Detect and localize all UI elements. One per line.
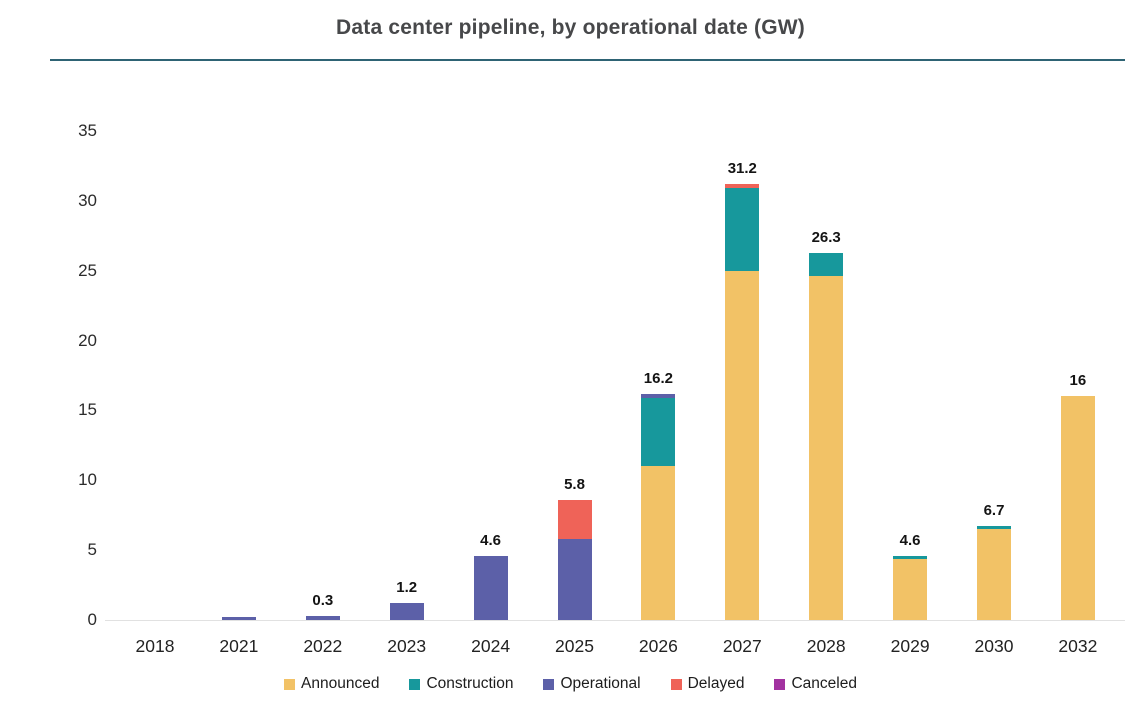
x-axis-baseline bbox=[105, 620, 1125, 621]
bar-segment-delayed-2027 bbox=[725, 184, 760, 189]
bar-segment-operational-2025 bbox=[557, 538, 592, 620]
bar-2023 bbox=[389, 603, 424, 620]
x-tick-label-2023: 2023 bbox=[387, 636, 427, 656]
legend: Announced Construction Operational Delayed C… bbox=[0, 675, 1141, 693]
bar-2027 bbox=[725, 184, 760, 620]
legend-swatch-icon bbox=[670, 678, 682, 690]
bar-value-label-2029: 4.6 bbox=[899, 531, 921, 549]
legend-swatch-icon bbox=[774, 678, 786, 690]
title-underline-rule bbox=[50, 59, 1125, 61]
bar-value-label-2032: 16 bbox=[1069, 372, 1087, 390]
bar-2026 bbox=[641, 393, 676, 620]
bar-segment-announced-2026 bbox=[641, 466, 676, 620]
y-tick-label: 10 bbox=[78, 470, 97, 490]
bar-segment-announced-2032 bbox=[1060, 396, 1095, 620]
legend-swatch-icon bbox=[284, 678, 296, 690]
bar-2021 bbox=[221, 617, 256, 620]
x-tick-label-2025: 2025 bbox=[555, 636, 594, 656]
x-tick-label-2027: 2027 bbox=[722, 636, 762, 656]
bar-value-label-2030: 6.7 bbox=[983, 502, 1005, 520]
bar-segment-announced-2028 bbox=[809, 276, 844, 620]
y-tick-label: 15 bbox=[78, 400, 97, 420]
bar-2029 bbox=[893, 555, 928, 620]
x-tick-label-2028: 2028 bbox=[806, 636, 846, 656]
legend-item-operational: Operational bbox=[543, 675, 641, 693]
y-tick-label: 35 bbox=[78, 121, 97, 140]
legend-label: Announced bbox=[301, 675, 380, 692]
x-tick-label-2024: 2024 bbox=[471, 636, 511, 656]
x-tick-label-2029: 2029 bbox=[890, 636, 930, 656]
legend-swatch-icon bbox=[543, 678, 555, 690]
bar-segment-operational-2023 bbox=[389, 603, 424, 620]
y-tick-label: 0 bbox=[87, 610, 97, 629]
bar-segment-construction-2029 bbox=[893, 555, 928, 559]
x-tick-label-2018: 2018 bbox=[135, 636, 175, 656]
x-tick-label-2030: 2030 bbox=[974, 636, 1014, 656]
y-tick-label: 25 bbox=[78, 260, 97, 280]
bar-value-label-2026: 16.2 bbox=[643, 369, 673, 387]
legend-label: Operational bbox=[560, 675, 641, 692]
chart-title: Data center pipeline, by operational dat… bbox=[336, 16, 805, 39]
bar-value-label-2022: 0.3 bbox=[312, 591, 334, 609]
legend-item-construction: Construction bbox=[409, 675, 513, 693]
bar-2032 bbox=[1060, 396, 1095, 620]
y-tick-label: 5 bbox=[87, 540, 97, 560]
y-tick-label: 20 bbox=[78, 330, 97, 350]
x-tick-label-2021: 2021 bbox=[219, 636, 259, 656]
bar-segment-construction-2030 bbox=[977, 526, 1011, 530]
bar-value-label-2025: 5.8 bbox=[564, 475, 585, 493]
legend-label: Canceled bbox=[791, 675, 857, 692]
bar-segment-operational-2021 bbox=[221, 617, 256, 620]
x-tick-label-2022: 2022 bbox=[303, 636, 343, 656]
bar-2030 bbox=[977, 526, 1011, 620]
legend-swatch-icon bbox=[409, 678, 421, 690]
bar-2025 bbox=[557, 499, 592, 620]
x-tick-label-2026: 2026 bbox=[638, 636, 678, 656]
bar-value-label-2027: 31.2 bbox=[727, 160, 757, 178]
y-tick-label: 30 bbox=[78, 190, 97, 210]
bar-segment-announced-2027 bbox=[725, 270, 760, 620]
bar-value-label-2024: 4.6 bbox=[480, 531, 502, 549]
bar-2028 bbox=[809, 252, 844, 620]
bar-value-label-2023: 1.2 bbox=[396, 579, 418, 597]
legend-item-canceled: Canceled bbox=[774, 675, 857, 693]
legend-item-delayed: Delayed bbox=[670, 675, 745, 693]
bar-2024 bbox=[473, 555, 508, 620]
bar-segment-operational-2022 bbox=[305, 615, 340, 620]
bar-segment-construction-2027 bbox=[725, 188, 760, 271]
legend-item-announced: Announced bbox=[284, 675, 379, 693]
bar-segment-operational-2024 bbox=[473, 555, 508, 620]
bar-segment-operational-2026 bbox=[641, 393, 676, 398]
bar-segment-announced-2030 bbox=[977, 529, 1011, 620]
legend-label: Construction bbox=[426, 675, 514, 692]
bar-segment-construction-2028 bbox=[809, 252, 844, 277]
legend-label: Delayed bbox=[687, 675, 745, 692]
x-tick-label-2032: 2032 bbox=[1058, 636, 1098, 656]
bar-segment-announced-2029 bbox=[893, 558, 928, 620]
bar-segment-construction-2026 bbox=[641, 397, 676, 467]
bar-value-label-2028: 26.3 bbox=[811, 228, 841, 246]
bar-segment-delayed-2025 bbox=[557, 499, 592, 539]
bar-2022 bbox=[305, 615, 340, 620]
